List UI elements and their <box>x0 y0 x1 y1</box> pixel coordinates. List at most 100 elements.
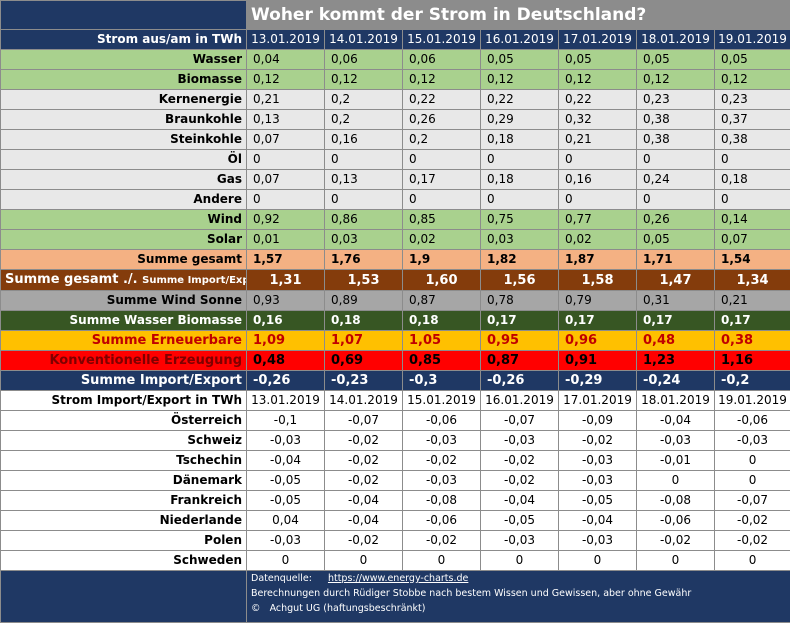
value-cell: -0,02 <box>402 450 481 471</box>
value-cell: 1,31 <box>246 269 325 291</box>
import-header-label: Strom Import/Export in TWh <box>0 390 247 411</box>
value-cell: 0,07 <box>246 129 325 150</box>
value-cell: 1,56 <box>480 269 559 291</box>
date-cell: 16.01.2019 <box>480 29 559 50</box>
value-cell: 0 <box>636 149 715 170</box>
value-cell: -0,04 <box>324 490 403 511</box>
value-cell: 1,60 <box>402 269 481 291</box>
value-cell: 0,21 <box>713 290 790 311</box>
value-cell: -0,02 <box>713 530 790 551</box>
value-cell: 0,23 <box>713 89 790 110</box>
value-cell: 0,79 <box>558 290 637 311</box>
row-label: Kernenergie <box>0 89 247 110</box>
value-cell: 0 <box>246 149 325 170</box>
country-label: Niederlande <box>0 510 247 531</box>
country-label: Tschechin <box>0 450 247 471</box>
row-label-text: Wind <box>207 212 242 226</box>
value-cell: 0,32 <box>558 109 637 130</box>
value-cell: 0,87 <box>402 290 481 311</box>
value-cell: 0,01 <box>246 229 325 250</box>
country-label: Frankreich <box>0 490 247 511</box>
value-cell: -0,02 <box>324 470 403 491</box>
row-label: Wind <box>0 209 247 230</box>
value-cell: -0,02 <box>558 430 637 451</box>
value-cell: 0,2 <box>402 129 481 150</box>
import-header-row: Strom Import/Export in TWh 13.01.2019 14… <box>0 390 790 411</box>
value-cell: 0,21 <box>246 89 325 110</box>
value-cell: 0,38 <box>713 129 790 150</box>
value-cell: -0,03 <box>636 430 715 451</box>
value-cell: 0 <box>480 189 559 210</box>
value-cell: 0,78 <box>480 290 559 311</box>
value-cell: -0,04 <box>246 450 325 471</box>
value-cell: 0,18 <box>480 169 559 190</box>
row-label-text: Biomasse <box>177 72 242 86</box>
date-cell: 14.01.2019 <box>324 29 403 50</box>
import-row: Tschechin -0,04 -0,02 -0,02 -0,02 -0,03 -0,01 0 <box>0 450 790 471</box>
country-label: Schweden <box>0 550 247 571</box>
footer-notes: Datenquelle: https://www.energy-charts.de… <box>245 570 790 623</box>
value-cell: -0,3 <box>402 370 481 391</box>
value-cell: 0 <box>480 149 559 170</box>
value-cell: -0,02 <box>713 510 790 531</box>
row-label: Gas <box>0 169 247 190</box>
country-label: Polen <box>0 530 247 551</box>
footer-row: Datenquelle: https://www.energy-charts.de… <box>0 570 790 623</box>
value-cell: 0 <box>713 470 790 491</box>
value-cell: 0,05 <box>480 49 559 70</box>
value-cell: -0,03 <box>480 530 559 551</box>
row-label-text: Summe Erneuerbare <box>91 333 242 348</box>
value-cell: -0,02 <box>402 530 481 551</box>
value-cell: 0 <box>480 550 559 571</box>
value-cell: -0,07 <box>480 410 559 431</box>
row-label: Öl <box>0 149 247 170</box>
data-row: Konventionelle Erzeugung 0,48 0,69 0,85 0,87… <box>0 350 790 371</box>
value-cell: 0,95 <box>480 330 559 351</box>
value-cell: 0,91 <box>558 350 637 371</box>
data-row: Andere 0 0 0 0 0 0 0 <box>0 189 790 210</box>
value-cell: 1,16 <box>713 350 790 371</box>
value-cell: -0,26 <box>480 370 559 391</box>
value-cell: 0,16 <box>558 169 637 190</box>
row-label-text: Öl <box>227 152 242 166</box>
value-cell: 1,34 <box>713 269 790 291</box>
value-cell: 0,26 <box>402 109 481 130</box>
value-cell: 0,12 <box>713 69 790 90</box>
value-cell: 1,76 <box>324 249 403 270</box>
data-row: Summe gesamt ./. Summe Import/Export1,31… <box>0 269 790 291</box>
row-label-text: Konventionelle Erzeugung <box>49 353 242 368</box>
value-cell: 0 <box>402 189 481 210</box>
value-cell: 0,22 <box>558 89 637 110</box>
value-cell: 0,12 <box>402 69 481 90</box>
value-cell: 0,18 <box>713 169 790 190</box>
value-cell: 0 <box>713 149 790 170</box>
row-label-text: Kernenergie <box>158 92 242 106</box>
source-link[interactable]: https://www.energy-charts.de <box>327 573 469 584</box>
row-label-text: Andere <box>193 192 242 206</box>
value-cell: -0,05 <box>246 490 325 511</box>
data-row: Summe Wind Sonne 0,93 0,89 0,87 0,78 0,79 0,31… <box>0 290 790 311</box>
value-cell: 0,17 <box>402 169 481 190</box>
row-label: Braunkohle <box>0 109 247 130</box>
value-cell: 0 <box>713 550 790 571</box>
value-cell: -0,03 <box>402 470 481 491</box>
value-cell: 0,12 <box>324 69 403 90</box>
value-cell: 0 <box>558 189 637 210</box>
data-row: Summe Erneuerbare 1,09 1,07 1,05 0,95 0,96 0,4… <box>0 330 790 351</box>
value-cell: -0,03 <box>246 430 325 451</box>
value-cell: 0,38 <box>636 129 715 150</box>
value-cell: 0,86 <box>324 209 403 230</box>
data-row: Summe gesamt 1,57 1,76 1,9 1,82 1,87 1,71 1,54 <box>0 249 790 270</box>
row-label: Wasser <box>0 49 247 70</box>
value-cell: 0,31 <box>636 290 715 311</box>
value-cell: 0,18 <box>324 310 403 331</box>
data-row: Braunkohle 0,13 0,2 0,26 0,29 0,32 0,38 0,37 <box>0 109 790 130</box>
value-cell: 0,03 <box>324 229 403 250</box>
row-label-text: Summe gesamt ./. <box>5 272 138 287</box>
country-label: Österreich <box>0 410 247 431</box>
value-cell: 1,05 <box>402 330 481 351</box>
value-cell: 1,9 <box>402 249 481 270</box>
value-cell: -0,07 <box>713 490 790 511</box>
page-title: Woher kommt der Strom in Deutschland? <box>245 0 790 30</box>
